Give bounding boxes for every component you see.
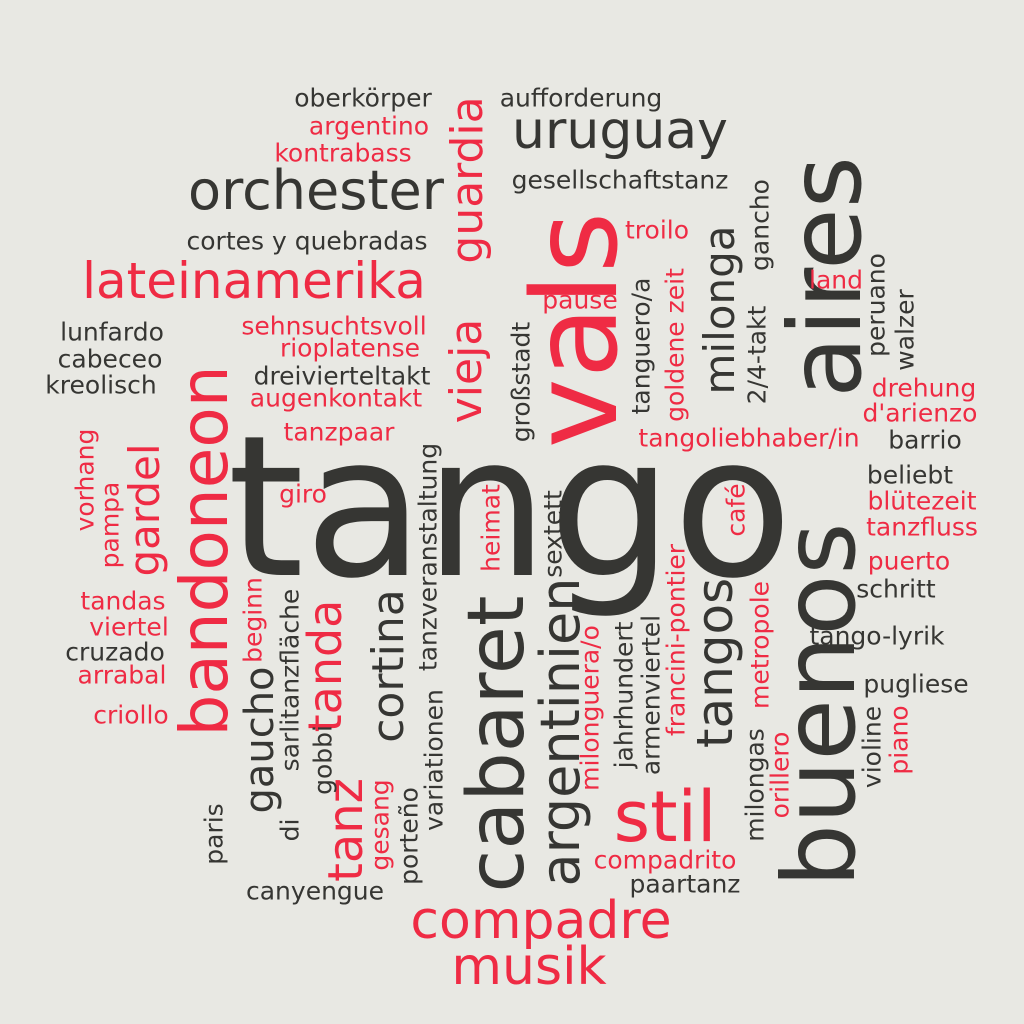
- word: pampa: [95, 481, 125, 569]
- word: drehung: [871, 373, 977, 403]
- word: tangos: [686, 577, 744, 749]
- word: tanzveranstaltung: [413, 442, 443, 672]
- word: francini-pontier: [661, 543, 691, 737]
- word: orchester: [188, 159, 444, 222]
- word: dreivierteltakt: [253, 361, 431, 391]
- word: compadrito: [593, 845, 737, 875]
- word: puerto: [867, 546, 951, 576]
- word: buenos: [761, 522, 878, 888]
- word: tanzfluss: [866, 512, 978, 542]
- word: paris: [199, 803, 229, 865]
- word: sehnsuchtsvoll: [241, 311, 427, 341]
- word: piano: [884, 705, 914, 775]
- word: d'arienzo: [862, 398, 978, 428]
- word: 2/4-takt: [742, 305, 772, 405]
- word: criollo: [93, 700, 169, 730]
- word: jahrhundert: [609, 621, 639, 769]
- word: di: [275, 818, 305, 842]
- word: gesellschaftstanz: [511, 165, 729, 195]
- word: vorhang: [70, 428, 100, 532]
- word: tanda: [298, 599, 352, 733]
- word: augenkontakt: [249, 383, 423, 413]
- word: café: [721, 483, 751, 537]
- word: sextett: [538, 490, 568, 578]
- word: milonga: [695, 225, 744, 395]
- word: barrio: [888, 425, 962, 455]
- word: uruguay: [512, 101, 728, 161]
- word: armenviertel: [636, 614, 666, 776]
- word: stil: [613, 776, 717, 858]
- word: tangoliebhaber/in: [638, 423, 860, 453]
- word: pugliese: [863, 669, 969, 699]
- word: kreolisch: [45, 370, 157, 400]
- word: walzer: [890, 289, 920, 371]
- word: cabeceo: [57, 344, 163, 374]
- word: viertel: [89, 612, 169, 642]
- word: tango-lyrik: [809, 621, 945, 651]
- word: lateinamerika: [82, 252, 426, 310]
- word: cabaret: [452, 595, 542, 893]
- word: peruano: [861, 253, 891, 357]
- word: porteño: [394, 787, 424, 885]
- word: giro: [279, 479, 327, 509]
- word: cortina: [363, 589, 414, 743]
- word: vieja: [441, 318, 492, 424]
- word: land: [809, 265, 863, 295]
- word: pause: [542, 285, 618, 315]
- word: metropole: [745, 580, 775, 710]
- word: orillero: [765, 731, 795, 819]
- word: rioplatense: [279, 333, 421, 363]
- word: schritt: [856, 574, 936, 604]
- word: canyengue: [245, 876, 385, 906]
- word: musik: [451, 937, 607, 997]
- word: lunfardo: [60, 317, 164, 347]
- word: compadre: [410, 891, 672, 951]
- word: cortes y quebradas: [186, 226, 428, 256]
- word: großstadt: [506, 321, 536, 443]
- word: milongas: [740, 728, 770, 842]
- word: guardia: [442, 96, 493, 264]
- word: bandoneon: [166, 365, 243, 737]
- word: troilo: [624, 215, 690, 245]
- word: arrabal: [77, 660, 167, 690]
- word: blütezeit: [867, 486, 977, 516]
- word: tanzpaar: [283, 417, 395, 447]
- word: argentino: [308, 111, 430, 141]
- word: cruzado: [65, 637, 165, 667]
- word: variationen: [419, 689, 449, 831]
- word: tandas: [80, 586, 166, 616]
- word: aufforderung: [499, 83, 663, 113]
- word: gobbi: [308, 725, 338, 795]
- word: beliebt: [866, 460, 954, 490]
- word: gancho: [745, 179, 775, 271]
- word: tango: [227, 394, 793, 622]
- word: paartanz: [629, 869, 741, 899]
- word: gardel: [120, 443, 169, 577]
- word: violine: [857, 705, 887, 789]
- word: kontrabass: [274, 138, 412, 168]
- word: heimat: [476, 484, 506, 572]
- word: milonguera/o: [575, 625, 605, 791]
- word: goldene zeit: [660, 268, 690, 422]
- word: gesang: [365, 779, 395, 871]
- word: sarlitanzfläche: [275, 588, 305, 772]
- word: oberkörper: [294, 83, 432, 113]
- word: gaucho: [237, 666, 283, 814]
- word: tanguero/a: [626, 277, 656, 415]
- word: beginn: [238, 577, 268, 663]
